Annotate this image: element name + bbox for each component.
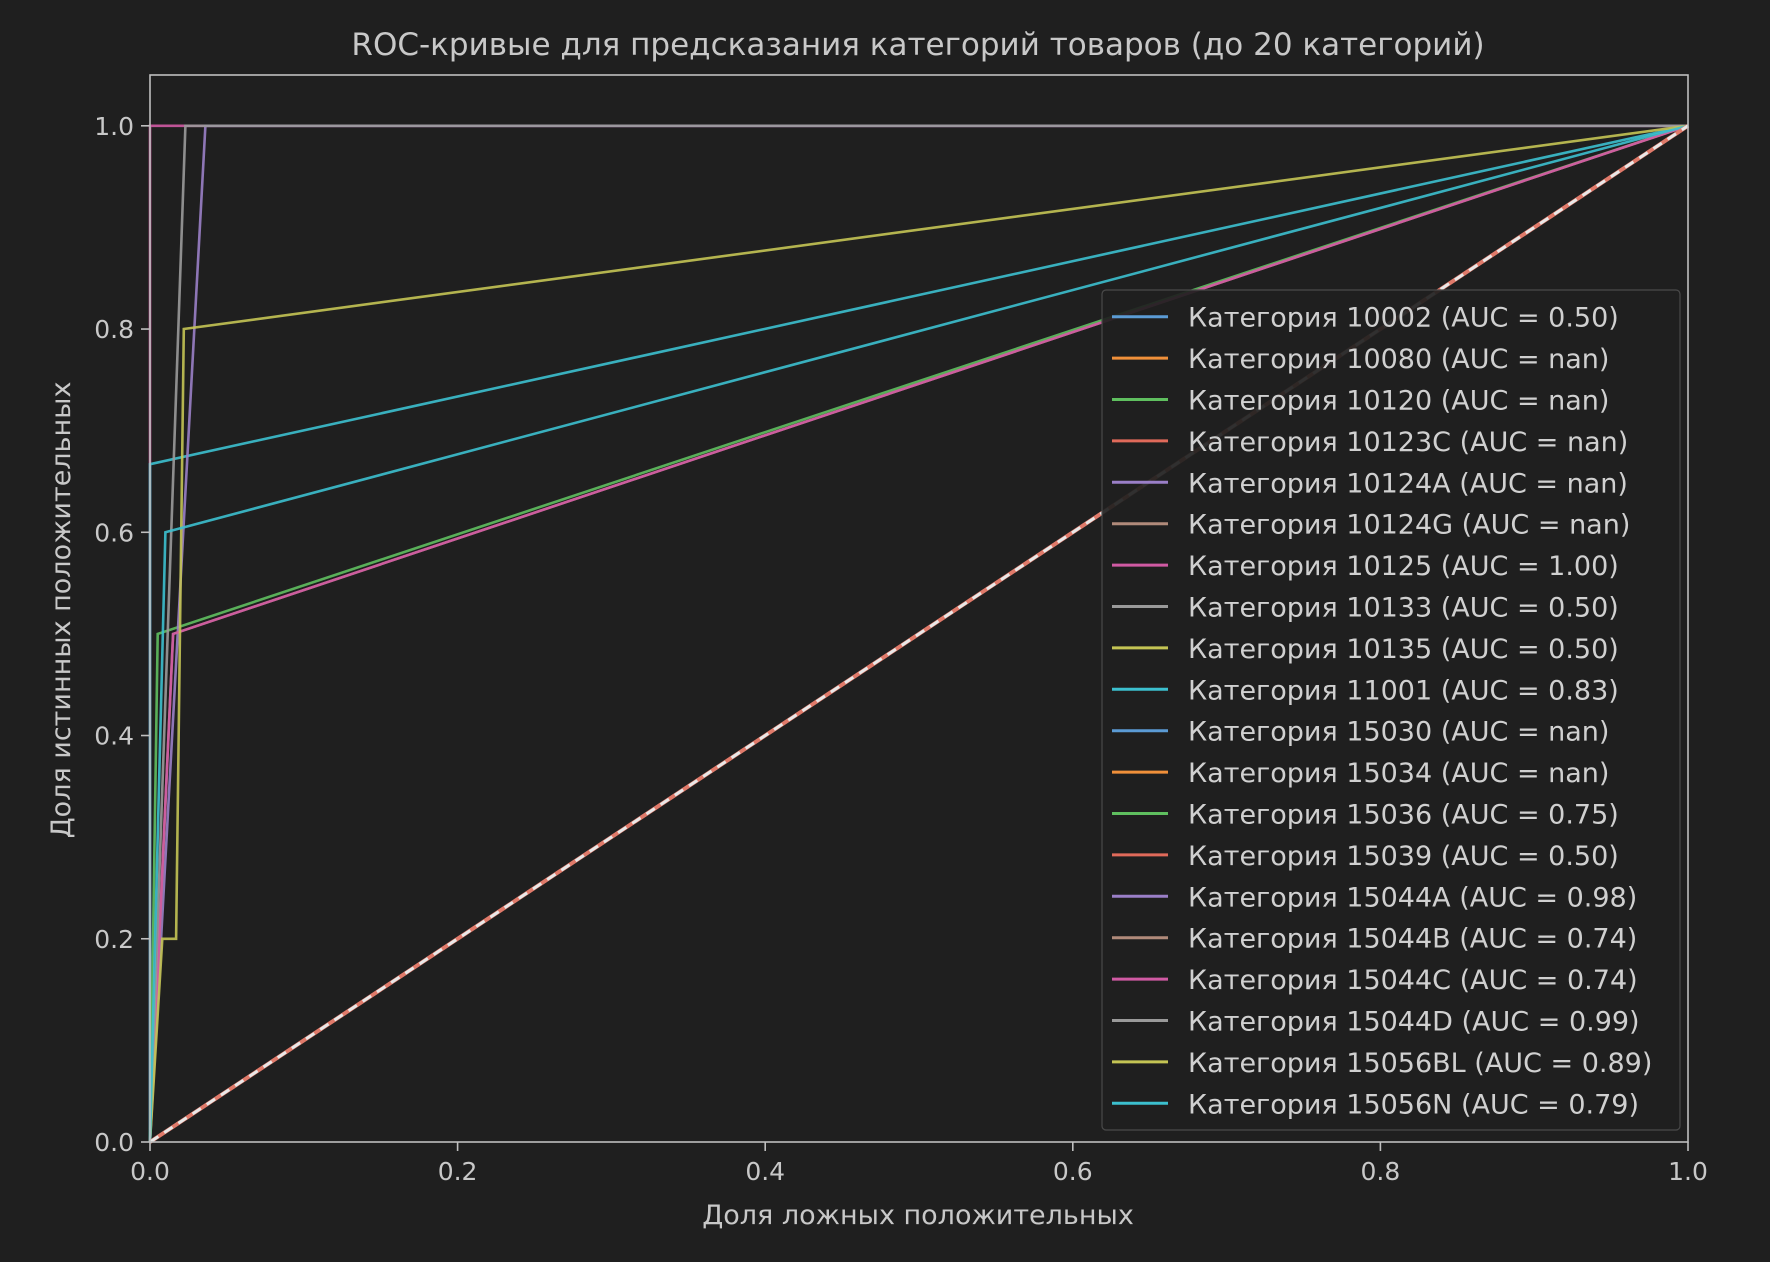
legend-entry-label: Категория 15056N (AUC = 0.79): [1188, 1089, 1639, 1120]
legend-box: [1101, 289, 1681, 1131]
y-tick-label: 1.0: [94, 112, 134, 141]
y-axis-ticks: 0.0 0.2 0.4 0.6 0.8 1.0: [94, 112, 150, 1157]
legend-entry-label: Категория 10123C (AUC = nan): [1188, 427, 1628, 458]
axes-frame: [149, 74, 1689, 1143]
y-tick-label: 0.0: [94, 1128, 134, 1157]
x-tick-label: 0.6: [1053, 1157, 1093, 1186]
legend-entry-label: Категория 10002 (AUC = 0.50): [1188, 303, 1619, 334]
x-tick-label: 0.8: [1361, 1157, 1401, 1186]
x-axis-label: Доля ложных положительных: [702, 1200, 1134, 1231]
y-tick-label: 0.2: [94, 925, 134, 954]
legend-entry-label: Категория 15044C (AUC = 0.74): [1188, 965, 1638, 996]
x-axis-ticks: 0.0 0.2 0.4 0.6 0.8 1.0: [130, 1142, 1708, 1186]
x-tick-label: 0.4: [745, 1157, 785, 1186]
legend-entry-label: Категория 10080 (AUC = nan): [1188, 344, 1609, 375]
plot-area: 0.0 0.2 0.4 0.6 0.8 1.0 0.0 0.2 0.4 0.6 0.8 1.0 Ка…: [94, 74, 1708, 1186]
legend-entry-label: Категория 10120 (AUC = nan): [1188, 386, 1609, 417]
y-tick-label: 0.8: [94, 315, 134, 344]
roc-curve-series-19: [148, 124, 1689, 1143]
x-tick-label: 0.0: [130, 1157, 170, 1186]
legend-entry-label: Категория 10125 (AUC = 1.00): [1188, 551, 1619, 582]
x-tick-label: 1.0: [1668, 1157, 1708, 1186]
x-tick-label: 0.2: [438, 1157, 478, 1186]
y-tick-label: 0.4: [94, 722, 134, 751]
legend-entry-label: Категория 10124A (AUC = nan): [1188, 468, 1628, 499]
roc-curve-series-17: [148, 124, 1688, 1143]
legend-entry-label: Категория 15039 (AUC = 0.50): [1188, 841, 1619, 872]
legend: Категория 10002 (AUC = 0.50) Категория 10…: [1101, 289, 1681, 1131]
legend-entry-label: Категория 11001 (AUC = 0.83): [1188, 675, 1619, 706]
legend-entry-label: Категория 10135 (AUC = 0.50): [1188, 634, 1619, 665]
legend-entry-label: Категория 15034 (AUC = nan): [1188, 758, 1609, 789]
legend-entry-label: Категория 15044D (AUC = 0.99): [1188, 1007, 1640, 1038]
roc-curve-series-18: [148, 124, 1689, 1143]
chart-title: ROC-кривые для предсказания категорий то…: [351, 27, 1484, 63]
y-axis-label: Доля истинных положительных: [46, 382, 77, 839]
legend-entry-label: Категория 15044B (AUC = 0.74): [1188, 924, 1637, 955]
legend-entry-label: Категория 10124G (AUC = nan): [1188, 510, 1630, 541]
legend-entry-label: Категория 15030 (AUC = nan): [1188, 717, 1609, 748]
y-tick-label: 0.6: [94, 518, 134, 547]
legend-entry-label: Категория 15056BL (AUC = 0.89): [1188, 1048, 1652, 1079]
legend-entry-label: Категория 15044A (AUC = 0.98): [1188, 882, 1637, 913]
legend-entry-label: Категория 15036 (AUC = 0.75): [1188, 800, 1619, 831]
legend-entry-label: Категория 10133 (AUC = 0.50): [1188, 593, 1619, 624]
